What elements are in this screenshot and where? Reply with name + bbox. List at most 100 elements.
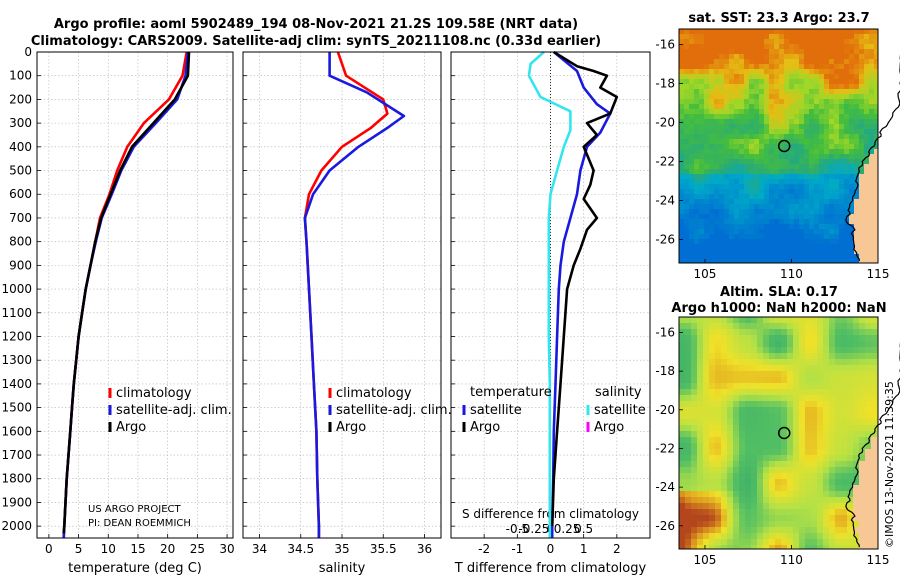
map-cell [721, 449, 728, 456]
map-cell [775, 359, 782, 366]
map-cell [849, 109, 855, 115]
map-cell [823, 383, 830, 390]
map-cell [787, 395, 794, 402]
map-cell [829, 473, 836, 480]
map-cell [759, 259, 765, 264]
map-cell [739, 64, 745, 70]
map-cell [759, 174, 765, 180]
map-cell [799, 341, 806, 348]
map-cell [844, 224, 850, 230]
map-cell [829, 59, 835, 65]
map-cell [699, 59, 705, 65]
map-cell [784, 234, 790, 240]
map-cell [697, 473, 704, 480]
map-cell [679, 383, 686, 390]
map-cell [775, 539, 782, 546]
map-cell [854, 189, 860, 195]
x-tick-label: 0 [547, 542, 555, 556]
map-cell [854, 254, 860, 260]
map-cell [697, 335, 704, 342]
map-cell [685, 467, 692, 474]
map-cell [854, 154, 860, 160]
map-cell [859, 204, 865, 210]
map-cell [829, 395, 836, 402]
map-cell [703, 449, 710, 456]
map-cell [864, 69, 870, 75]
map-cell [733, 347, 740, 354]
map-cell [709, 164, 715, 170]
map-cell [823, 515, 830, 522]
map-cell [814, 154, 820, 160]
map-cell [751, 509, 758, 516]
map-cell [745, 545, 752, 550]
map-cell [685, 359, 692, 366]
map-cell [689, 194, 695, 200]
map-cell [804, 209, 810, 215]
map-cell [769, 124, 775, 130]
map-cell [759, 204, 765, 210]
map-cell [679, 144, 685, 150]
map-cell [834, 54, 840, 60]
map-cell [779, 39, 785, 45]
map-cell [757, 455, 764, 462]
map-cell [793, 401, 800, 408]
map-cell [745, 317, 752, 324]
map-cell [774, 149, 780, 155]
map-cell [685, 341, 692, 348]
series-line-satellite-adj-clim- [303, 52, 406, 538]
map-cell [794, 214, 800, 220]
map-cell [811, 503, 818, 510]
map-cell [844, 44, 850, 50]
map-cell [839, 194, 845, 200]
map-cell [784, 114, 790, 120]
map-cell [841, 479, 848, 486]
map-cell [784, 154, 790, 160]
map-cell [799, 74, 805, 80]
map-cell [699, 94, 705, 100]
map-cell [849, 89, 855, 95]
map-cell [787, 539, 794, 546]
map-cell [835, 437, 842, 444]
map-cell [749, 29, 755, 35]
map-cell [764, 259, 770, 264]
map-cell [849, 49, 855, 55]
map-cell [794, 119, 800, 125]
map-cell [733, 395, 740, 402]
map-cell [799, 194, 805, 200]
map-cell [679, 341, 686, 348]
y-tick-label: 200 [9, 92, 32, 106]
map-cell [865, 449, 872, 456]
map-cell [839, 59, 845, 65]
map-cell [824, 129, 830, 135]
map-cell [759, 69, 765, 75]
map-cell [805, 359, 812, 366]
map-cell [739, 54, 745, 60]
map-cell [769, 467, 776, 474]
map-x-tick-label: 115 [867, 553, 890, 567]
map-cell [689, 159, 695, 165]
map-cell [704, 109, 710, 115]
map-cell [754, 64, 760, 70]
map-cell [679, 485, 686, 492]
map-cell [739, 74, 745, 80]
map-cell [859, 425, 866, 432]
map-cell [759, 94, 765, 100]
map-cell [724, 244, 730, 250]
map-cell [823, 329, 830, 336]
map-cell [847, 335, 854, 342]
map-cell [849, 99, 855, 105]
map-cell [769, 539, 776, 546]
map-cell [869, 104, 875, 110]
map-cell [745, 323, 752, 330]
map-cell [794, 164, 800, 170]
map-cell [849, 214, 855, 220]
map-cell [694, 129, 700, 135]
map-cell [729, 109, 735, 115]
map-cell [721, 395, 728, 402]
map-cell [854, 229, 860, 235]
map-cell [829, 199, 835, 205]
map-cell [804, 229, 810, 235]
map-cell [679, 437, 686, 444]
map-cell [727, 437, 734, 444]
map-cell [859, 174, 865, 180]
